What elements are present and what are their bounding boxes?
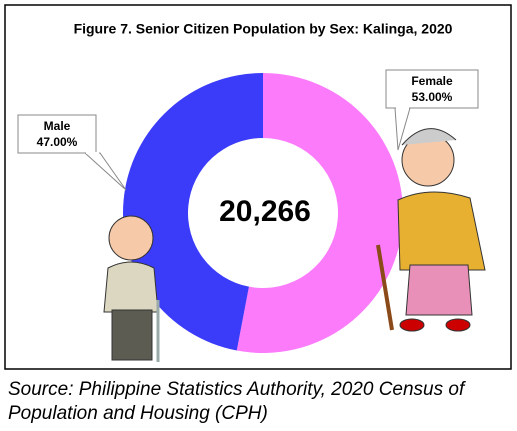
callouts: Female 53.00% Male 47.00% xyxy=(17,69,479,191)
callout-box xyxy=(17,114,97,154)
donut-slice xyxy=(123,73,263,351)
grandpa-illustration xyxy=(103,215,160,362)
callout-box xyxy=(385,69,479,109)
donut-slice xyxy=(236,73,404,353)
callout-value: 47.00% xyxy=(37,135,78,149)
callout-category: Male xyxy=(44,119,71,133)
source-note: Source: Philippine Statistics Authority,… xyxy=(8,379,465,424)
callout-category: Female xyxy=(411,74,453,88)
chart: Figure 7. Senior Citizen Population by S… xyxy=(4,4,512,370)
callout-value: 53.00% xyxy=(412,90,453,104)
center-label: 20,266 xyxy=(219,195,311,228)
grandma-illustration xyxy=(376,128,486,332)
donut xyxy=(123,73,404,353)
chart-title: Figure 7. Senior Citizen Population by S… xyxy=(74,21,453,37)
